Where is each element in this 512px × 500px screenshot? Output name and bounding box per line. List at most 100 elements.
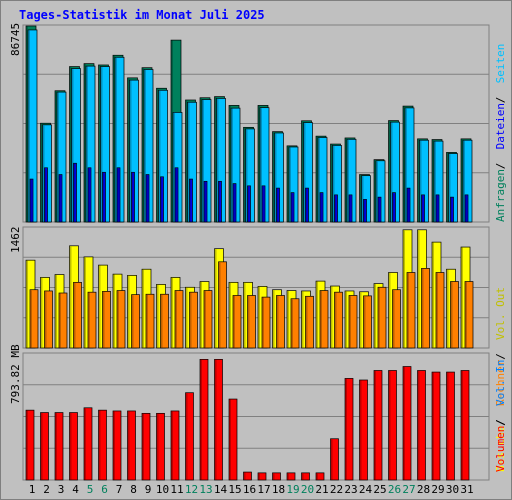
max-label-bottom: 793.82 MB [9,344,22,404]
bar-rechner-day-10 [160,293,169,349]
bar-volumen-day-16 [243,471,252,481]
bar-rechner-day-22 [334,291,343,349]
x-tick-label: 24 [359,483,373,496]
x-tick-label: 12 [185,483,198,496]
x-tick-label: 18 [272,483,285,496]
bar-volumen-day-6 [98,409,107,481]
bar-rechner-day-13 [203,290,213,349]
bar-dateien-day-30 [450,196,454,223]
legend-separator: / [494,163,507,170]
bar-dateien-day-9 [145,174,150,223]
bar-volumen-day-11 [170,410,180,481]
x-tick-label: 31 [460,483,473,496]
bar-rechner-day-5 [87,291,97,349]
x-tick-label: 3 [58,483,65,496]
bar-dateien-day-11 [174,167,179,223]
bar-volumen-day-9 [141,412,151,481]
bar-rechner-day-6 [102,291,111,349]
bar-dateien-day-10 [160,176,164,223]
bar-volumen-day-7 [112,410,122,481]
bar-rechner-day-7 [116,290,126,349]
bar-rechner-day-2 [44,290,53,349]
bar-dateien-day-27 [406,187,411,223]
bar-dateien-day-7 [116,167,121,223]
bar-volumen-day-10 [156,412,165,481]
x-tick-label: 9 [145,483,152,496]
bar-rechner-day-20 [305,295,314,349]
x-tick-label: 29 [431,483,444,496]
bar-volumen-day-17 [257,472,267,481]
bar-volumen-day-29 [431,371,441,481]
bar-volumen-day-31 [460,370,470,481]
bar-rechner-day-30 [450,281,459,349]
bar-volumen-day-18 [272,472,281,481]
bar-dateien-day-24 [363,199,367,223]
bar-rechner-day-9 [145,293,155,349]
bar-dateien-day-3 [58,174,63,223]
legend-besuche: Besuche [494,426,507,472]
bar-dateien-day-26 [392,192,396,223]
bar-rechner-day-17 [261,296,271,349]
bar-volumen-day-23 [344,378,354,481]
bar-volumen-day-26 [388,370,397,481]
bar-dateien-day-22 [334,194,338,223]
bar-dateien-day-20 [305,187,309,223]
bar-volumen-day-24 [359,379,368,481]
bar-rechner-day-11 [174,290,184,349]
bar-volumen-day-20 [301,472,310,481]
bar-rechner-day-14 [218,261,227,349]
bar-dateien-day-23 [348,194,353,223]
bar-rechner-day-18 [276,295,285,349]
bar-rechner-day-16 [247,295,256,349]
bar-dateien-day-12 [189,178,193,223]
bar-dateien-day-6 [102,171,106,223]
bar-dateien-day-21 [319,192,324,223]
bar-rechner-day-27 [406,272,416,349]
legend-rechner: Rechner [494,359,507,406]
x-tick-label: 13 [199,483,212,496]
x-tick-label: 20 [301,483,314,496]
legend-volumen: Volumen [494,426,507,472]
legend-seiten: Seiten [494,44,507,84]
x-tick-label: 1 [29,483,36,496]
bar-volumen-day-27 [402,366,412,481]
legend-separator: / [494,419,507,426]
x-tick-label: 8 [130,483,137,496]
x-tick-label: 11 [170,483,183,496]
bar-volumen-day-3 [54,412,64,481]
bar-rechner-day-21 [319,290,329,349]
x-tick-label: 28 [417,483,430,496]
legend-vol-out: Vol. Out [494,287,507,340]
bar-rechner-day-29 [435,272,445,349]
bar-dateien-day-5 [87,167,92,223]
bar-volumen-day-30 [446,371,455,481]
bar-volumen-day-4 [69,412,78,481]
x-tick-label: 30 [446,483,459,496]
legend-dateien: Dateien [494,103,507,149]
bar-dateien-day-17 [261,185,266,223]
x-tick-label: 16 [243,483,256,496]
bar-dateien-day-1 [29,178,34,223]
bar-rechner-day-3 [58,292,68,349]
x-tick-label: 2 [43,483,50,496]
x-tick-label: 23 [344,483,357,496]
bar-volumen-day-1 [25,409,35,481]
x-tick-label: 19 [286,483,299,496]
bar-volumen-day-12 [185,392,194,481]
bar-volumen-day-19 [286,472,296,481]
bar-volumen-day-8 [127,410,136,481]
bar-volumen-day-15 [228,398,238,481]
bar-volumen-day-2 [40,412,49,481]
bar-volumen-day-22 [330,438,339,481]
x-tick-label: 14 [214,483,228,496]
bar-dateien-day-28 [421,194,425,223]
bar-dateien-day-4 [73,162,77,223]
bar-rechner-day-1 [29,289,39,349]
bar-rechner-day-23 [348,295,358,349]
legend-separator: / [494,353,507,360]
bar-rechner-day-28 [421,268,430,349]
bar-rechner-day-25 [377,286,387,349]
legend-vol-in: Vol. In [494,360,507,406]
bar-rechner-day-31 [464,281,474,349]
